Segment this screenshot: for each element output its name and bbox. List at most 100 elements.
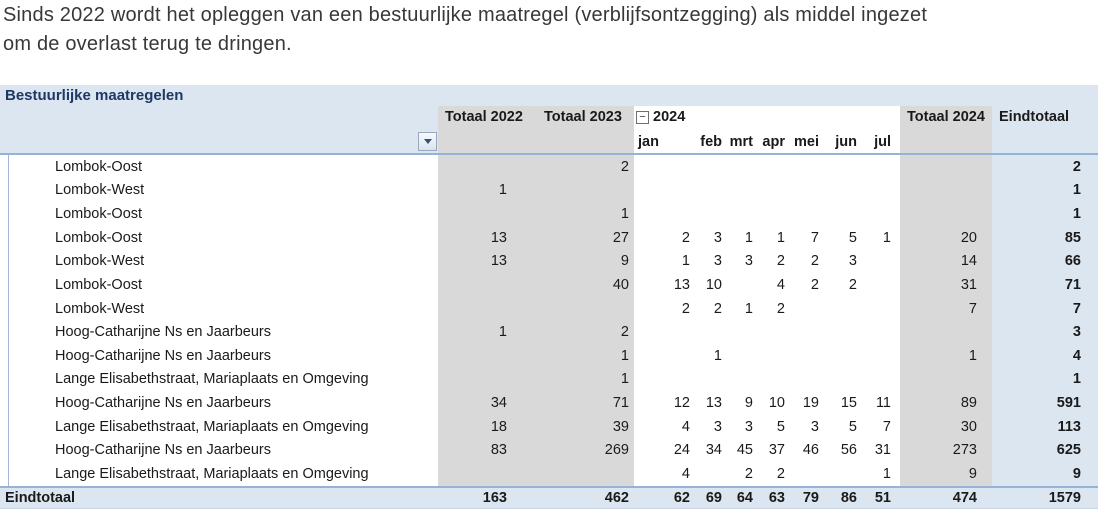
cell-eindtotaal[interactable]: 113 [992, 414, 1098, 439]
cell-2024-feb[interactable] [694, 178, 726, 203]
row-label-cell[interactable]: Lange Elisabethstraat, Mariaplaats en Om… [55, 418, 369, 435]
cell-totaal-2024[interactable]: 31 [900, 273, 992, 297]
cell-totaal-2024[interactable]: 273 [900, 438, 992, 463]
collapse-2024-button[interactable]: − [636, 110, 649, 124]
row-label-cell[interactable]: Hoog-Catharijne Ns en Jaarbeurs [55, 347, 271, 364]
cell-totaal-2023[interactable]: 40 [537, 273, 634, 297]
cell-2024-feb[interactable]: 3 [694, 225, 726, 250]
cell-2024-jul[interactable] [861, 344, 895, 368]
cell-2024-apr[interactable]: 37 [757, 438, 789, 463]
cell-2024-mrt[interactable]: 1 [726, 225, 757, 250]
row-label-cell[interactable]: Lombok-Oost [55, 158, 143, 175]
cell-eindtotaal[interactable]: 71 [992, 273, 1098, 297]
cell-2024-jan[interactable] [634, 344, 694, 368]
cell-totaal-2023[interactable]: 269 [537, 438, 634, 463]
cell-2024-apr[interactable]: 10 [757, 391, 789, 415]
cell-2024-mrt[interactable]: 9 [726, 391, 757, 415]
row-label-cell[interactable]: Hoog-Catharijne Ns en Jaarbeurs [55, 442, 271, 459]
cell-eindtotaal[interactable]: 625 [992, 438, 1098, 463]
cell-2024-feb[interactable]: 3 [694, 249, 726, 274]
cell-2024-mei[interactable] [789, 202, 823, 226]
cell-totaal-2023[interactable] [537, 462, 634, 486]
cell-totaal-2022[interactable] [438, 367, 537, 392]
cell-2024-jan[interactable] [634, 178, 694, 203]
cell-2024-feb[interactable]: 69 [694, 487, 726, 508]
cell-2024-mrt[interactable] [726, 367, 757, 392]
cell-2024-jan[interactable]: 1 [634, 249, 694, 274]
cell-totaal-2024[interactable]: 89 [900, 391, 992, 415]
cell-eindtotaal[interactable]: 85 [992, 225, 1098, 250]
row-label-cell[interactable]: Lange Elisabethstraat, Mariaplaats en Om… [55, 371, 369, 388]
cell-totaal-2024[interactable] [900, 178, 992, 203]
cell-2024-jul[interactable]: 1 [861, 462, 895, 486]
cell-2024-jan[interactable] [634, 320, 694, 344]
column-header-eindtotaal[interactable]: Eindtotaal [992, 106, 1098, 153]
cell-2024-jun[interactable]: 2 [823, 273, 861, 297]
cell-2024-jun[interactable] [823, 178, 861, 203]
cell-2024-mrt[interactable]: 64 [726, 487, 757, 508]
cell-2024-jan[interactable]: 12 [634, 391, 694, 415]
cell-2024-jan[interactable]: 13 [634, 273, 694, 297]
cell-2024-jan[interactable] [634, 202, 694, 226]
column-header-jan[interactable]: jan [638, 133, 659, 150]
cell-2024-mrt[interactable] [726, 344, 757, 368]
cell-totaal-2024[interactable] [900, 367, 992, 392]
cell-totaal-2024[interactable] [900, 155, 992, 179]
cell-2024-jan[interactable]: 24 [634, 438, 694, 463]
cell-2024-jun[interactable]: 5 [823, 225, 861, 250]
cell-totaal-2023[interactable] [537, 296, 634, 321]
cell-totaal-2022[interactable]: 1 [438, 320, 537, 344]
cell-2024-jun[interactable]: 5 [823, 414, 861, 439]
row-label-cell[interactable]: Eindtotaal [0, 487, 438, 508]
cell-2024-mrt[interactable] [726, 273, 757, 297]
cell-2024-jul[interactable] [861, 320, 895, 344]
cell-totaal-2022[interactable] [438, 344, 537, 368]
cell-2024-mei[interactable]: 19 [789, 391, 823, 415]
cell-2024-apr[interactable]: 4 [757, 273, 789, 297]
cell-totaal-2024[interactable]: 9 [900, 462, 992, 486]
cell-2024-jun[interactable]: 86 [823, 487, 861, 508]
cell-2024-apr[interactable]: 2 [757, 249, 789, 274]
cell-2024-apr[interactable]: 63 [757, 487, 789, 508]
cell-totaal-2023[interactable]: 1 [537, 344, 634, 368]
cell-totaal-2022[interactable]: 18 [438, 414, 537, 439]
group-2024-header[interactable]: − 2024 [634, 106, 900, 125]
cell-2024-feb[interactable]: 1 [694, 344, 726, 368]
cell-2024-mei[interactable] [789, 296, 823, 321]
cell-2024-mei[interactable] [789, 178, 823, 203]
cell-2024-jan[interactable]: 2 [634, 296, 694, 321]
cell-totaal-2022[interactable]: 13 [438, 225, 537, 250]
cell-2024-mei[interactable] [789, 367, 823, 392]
row-label-cell[interactable]: Lombok-Oost [55, 276, 143, 293]
cell-2024-jun[interactable] [823, 320, 861, 344]
cell-totaal-2024[interactable] [900, 320, 992, 344]
cell-2024-apr[interactable]: 2 [757, 296, 789, 321]
cell-2024-feb[interactable] [694, 462, 726, 486]
cell-totaal-2024[interactable]: 1 [900, 344, 992, 368]
cell-2024-mei[interactable]: 46 [789, 438, 823, 463]
cell-2024-jul[interactable] [861, 178, 895, 203]
cell-2024-jul[interactable] [861, 367, 895, 392]
cell-2024-mei[interactable]: 2 [789, 249, 823, 274]
cell-2024-apr[interactable] [757, 367, 789, 392]
cell-2024-apr[interactable] [757, 320, 789, 344]
cell-2024-jul[interactable]: 7 [861, 414, 895, 439]
cell-totaal-2024[interactable]: 7 [900, 296, 992, 321]
cell-eindtotaal[interactable]: 7 [992, 296, 1098, 321]
cell-2024-mrt[interactable] [726, 202, 757, 226]
cell-totaal-2022[interactable] [438, 296, 537, 321]
cell-totaal-2023[interactable]: 27 [537, 225, 634, 250]
cell-2024-jun[interactable] [823, 344, 861, 368]
cell-2024-jun[interactable]: 56 [823, 438, 861, 463]
cell-2024-mrt[interactable] [726, 155, 757, 179]
cell-2024-jun[interactable] [823, 155, 861, 179]
cell-2024-apr[interactable] [757, 202, 789, 226]
cell-totaal-2023[interactable]: 1 [537, 367, 634, 392]
cell-2024-jan[interactable]: 4 [634, 462, 694, 486]
row-label-cell[interactable]: Hoog-Catharijne Ns en Jaarbeurs [55, 324, 271, 341]
cell-eindtotaal[interactable]: 1579 [992, 487, 1098, 508]
cell-2024-jul[interactable] [861, 202, 895, 226]
cell-2024-jan[interactable] [634, 155, 694, 179]
column-header-jun[interactable]: jun [835, 133, 857, 150]
cell-totaal-2022[interactable] [438, 273, 537, 297]
